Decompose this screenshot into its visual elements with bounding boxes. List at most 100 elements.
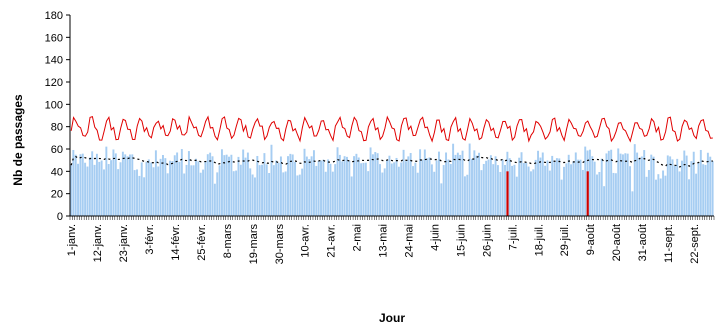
bar [600, 158, 603, 216]
bar [254, 177, 256, 216]
y-tick-label: 160 [45, 32, 63, 44]
bar [301, 168, 304, 216]
bar [629, 166, 632, 216]
bar [133, 170, 136, 216]
bar [662, 170, 665, 216]
bar [223, 155, 226, 216]
bar [166, 173, 169, 216]
bar [70, 165, 72, 216]
bar [355, 153, 358, 216]
bar [329, 163, 332, 216]
bar [404, 161, 407, 216]
bar [379, 164, 381, 216]
bar [468, 143, 471, 216]
bar [183, 173, 186, 216]
bar [518, 157, 521, 216]
bar [695, 173, 698, 216]
bar [702, 164, 705, 216]
x-tick-label: 10-avr. [300, 224, 312, 258]
bar [522, 163, 525, 216]
bar [452, 143, 455, 216]
bar [640, 156, 643, 216]
bar [195, 158, 197, 216]
alert-bar [506, 171, 509, 216]
x-tick-label: 23-janv. [118, 224, 130, 262]
bar [303, 148, 306, 216]
bar [624, 153, 627, 216]
bar [607, 150, 610, 216]
bar [433, 171, 436, 216]
bar [88, 157, 91, 216]
bar [360, 163, 363, 216]
bar [622, 154, 624, 216]
x-tick-label: 1-janv. [66, 224, 78, 256]
bar [428, 157, 431, 216]
bar [440, 183, 443, 216]
y-tick-label: 0 [57, 211, 63, 223]
bar [676, 158, 679, 216]
x-tick-label: 7-juil. [507, 224, 519, 250]
bar [588, 149, 591, 216]
bar [471, 158, 473, 216]
bar [508, 158, 511, 216]
bar [209, 152, 212, 216]
bar [706, 152, 709, 216]
bar [605, 153, 608, 216]
bar [213, 183, 216, 216]
bar [204, 161, 207, 216]
bar [688, 179, 690, 216]
bar [579, 159, 582, 216]
bar [322, 159, 325, 216]
bar [570, 164, 573, 216]
bar [117, 169, 120, 216]
bar [324, 171, 327, 216]
bar [650, 154, 653, 216]
bar [263, 153, 266, 216]
bar [655, 179, 657, 216]
bar [459, 154, 462, 216]
bar [171, 161, 174, 216]
bar [159, 158, 162, 216]
bar [138, 175, 141, 216]
bar [298, 174, 301, 216]
bar [501, 159, 504, 216]
bar [619, 153, 622, 216]
bar [421, 159, 424, 216]
bar [709, 156, 712, 216]
bar [664, 175, 667, 216]
bar [367, 171, 370, 216]
bar [173, 155, 176, 216]
bar [525, 162, 528, 216]
bar [633, 144, 636, 216]
bar [598, 172, 601, 216]
bar [610, 149, 613, 216]
bar [409, 153, 412, 216]
bar [220, 149, 223, 216]
bar [544, 165, 547, 216]
x-tick-label: 25-févr. [196, 224, 208, 261]
bar [548, 170, 551, 216]
bar [72, 149, 75, 216]
bar [331, 171, 334, 216]
bar [343, 156, 346, 216]
bar [100, 160, 103, 216]
bar [456, 152, 459, 216]
x-tick-label: 11-sept. [663, 224, 675, 263]
bar [492, 164, 495, 216]
bar [244, 157, 247, 216]
bar [461, 150, 464, 216]
bar [140, 162, 143, 216]
bar [513, 164, 516, 216]
bar [697, 162, 700, 216]
bar [563, 166, 565, 216]
bar [685, 155, 688, 216]
bar [596, 174, 598, 216]
bar [145, 161, 148, 216]
bar [626, 153, 629, 216]
bar [659, 178, 662, 216]
bar [320, 160, 322, 216]
bars-series [70, 143, 714, 216]
bar [388, 155, 391, 216]
bar [95, 153, 98, 216]
bar [445, 152, 448, 216]
